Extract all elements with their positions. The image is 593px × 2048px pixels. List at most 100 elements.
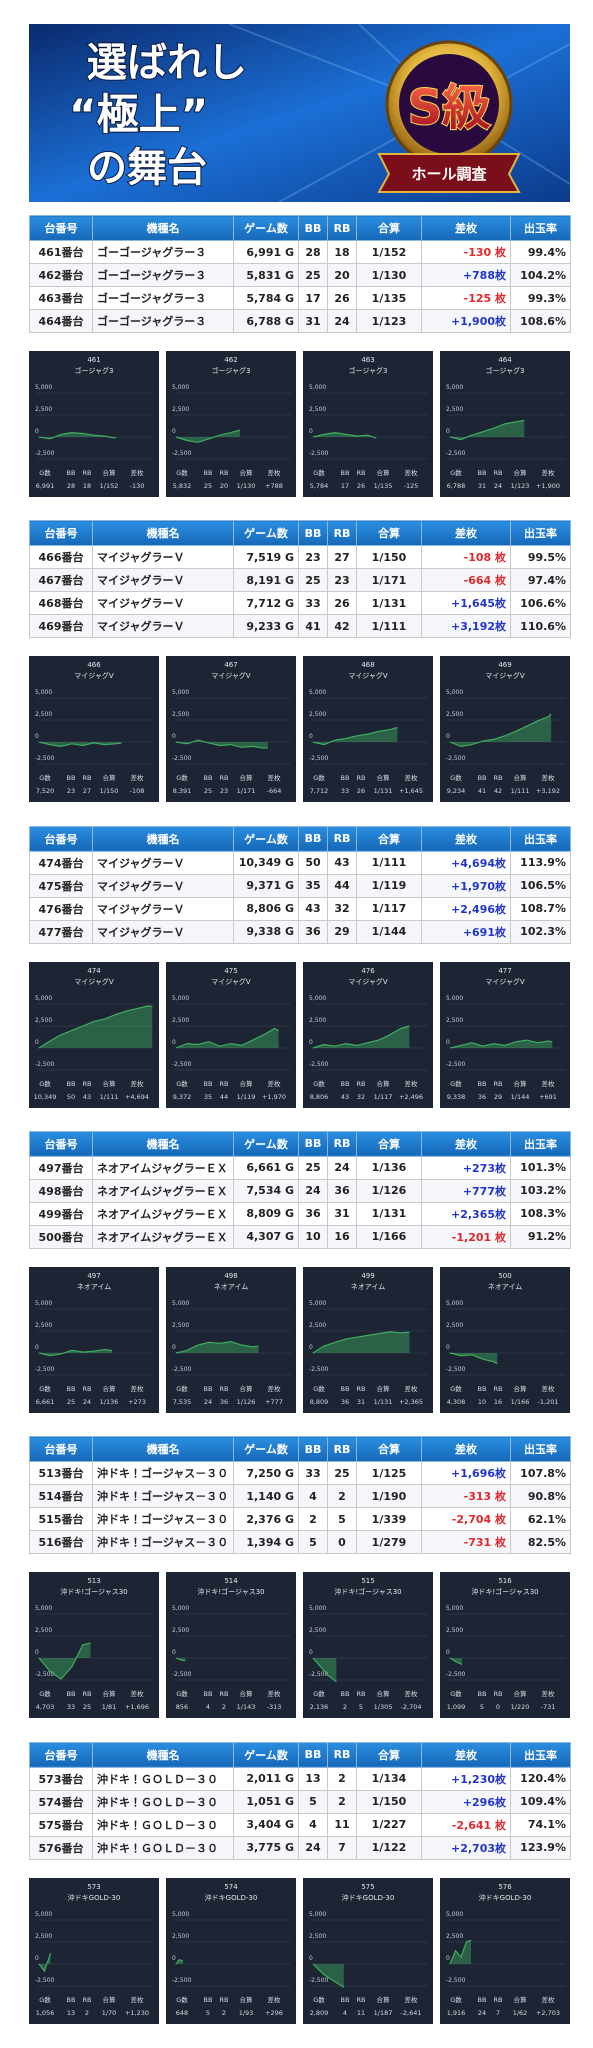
- y-tick-label: 5,000: [446, 1911, 463, 1918]
- header-cell: 差枚: [421, 215, 511, 241]
- table-cell: +691枚: [421, 919, 511, 944]
- stat-value: 1/150: [100, 787, 119, 795]
- stat-label: RB: [494, 469, 503, 477]
- stat-value: +296: [265, 2009, 283, 2017]
- table-cell: 6,661 G: [233, 1155, 299, 1180]
- header-cell: 差枚: [421, 1436, 511, 1463]
- table-cell: 82.5%: [510, 1530, 571, 1555]
- table-cell: ネオアイムジャグラーＥＸ: [92, 1224, 234, 1249]
- stat-value: 1,916: [447, 2009, 466, 2017]
- table-cell: 477番台: [29, 919, 93, 944]
- stat-value: +273: [128, 1398, 146, 1406]
- header-row: 台番号 機種名 ゲーム数 BB RB 合算 差枚 出玉率: [29, 825, 571, 852]
- y-tick-label: -2,500: [35, 1977, 55, 1984]
- header-cell: 機種名: [92, 1436, 234, 1463]
- table-row: 476番台 マイジャグラーＶ 8,806 G 43 32 1/117 +2,496枚 108.…: [29, 896, 571, 921]
- stat-label: RB: [494, 1690, 503, 1698]
- area-fill: [313, 727, 398, 745]
- stat-label: RB: [357, 1996, 366, 2004]
- stat-value: 23: [220, 787, 228, 795]
- y-tick-label: 2,500: [446, 711, 463, 718]
- stat-label: G数: [450, 468, 462, 477]
- y-tick-label: 5,000: [172, 1911, 189, 1918]
- stat-value: 5,784: [310, 482, 329, 490]
- header-cell: 合算: [356, 1130, 422, 1157]
- y-tick-label: 0: [446, 428, 450, 435]
- area-line: [449, 1039, 553, 1049]
- header-cell: 台番号: [29, 520, 93, 547]
- table-cell: 7,534 G: [233, 1178, 299, 1203]
- table-cell: 99.3%: [510, 286, 571, 310]
- header-cell: ゲーム数: [233, 825, 299, 852]
- y-tick-label: 0: [35, 1344, 39, 1351]
- table-cell: 沖ドキ！ＧＯＬＤ－３０: [92, 1835, 234, 1860]
- table-cell: ゴーゴージャグラー３: [92, 309, 234, 333]
- table-cell: 1/227: [356, 1812, 422, 1837]
- table-cell: 474番台: [29, 850, 93, 875]
- stat-label: G数: [450, 1079, 462, 1088]
- table-cell: +788枚: [421, 263, 511, 287]
- mini-chart: 576 沖ドキGOLD-30 5,000 2,500 0 -2,500 G数 BB RB 合算 差枚…: [440, 1877, 570, 2024]
- stat-label: G数: [176, 1689, 188, 1698]
- y-tick-label: 2,500: [309, 1933, 326, 1940]
- header-cell: BB: [298, 215, 328, 241]
- stat-label: BB: [67, 1385, 76, 1393]
- y-tick-label: 0: [35, 1039, 39, 1046]
- header-cell: RB: [327, 215, 357, 241]
- chart-background: [303, 656, 433, 803]
- table-row: 475番台 マイジャグラーＶ 9,371 G 35 44 1/119 +1,970枚 106.…: [29, 873, 571, 898]
- table-cell: 5,831 G: [233, 263, 299, 287]
- table-cell: 498番台: [29, 1178, 93, 1203]
- table-cell: 5,784 G: [233, 286, 299, 310]
- stat-label: RB: [220, 1690, 229, 1698]
- stat-value: 7,520: [36, 787, 55, 795]
- table-cell: +777枚: [421, 1178, 511, 1203]
- banner: 選ばれし “極上” の舞台 S級 ホール調査: [29, 24, 570, 202]
- stat-value: 1,099: [447, 1703, 466, 1711]
- table-cell: 9,233 G: [233, 614, 299, 639]
- table-cell: マイジャグラーＶ: [92, 545, 234, 570]
- y-tick-label: 0: [35, 1649, 39, 1656]
- y-tick-label: 5,000: [172, 995, 189, 1002]
- stat-value: 18: [83, 482, 91, 490]
- stat-value: -125: [404, 482, 419, 490]
- stat-label: 差枚: [405, 1079, 419, 1088]
- stat-value: 11: [357, 2009, 365, 2017]
- table-cell: ネオアイムジャグラーＥＸ: [92, 1201, 234, 1226]
- table-row: 477番台 マイジャグラーＶ 9,338 G 36 29 1/144 +691枚 102.3%: [29, 919, 571, 944]
- table-cell: 9,371 G: [233, 873, 299, 898]
- stat-value: 6,991: [36, 482, 55, 490]
- stat-value: +1,900: [536, 482, 560, 490]
- header-cell: 差枚: [421, 520, 511, 547]
- table-cell: 2,011 G: [233, 1766, 299, 1791]
- table-cell: 1/339: [356, 1507, 422, 1532]
- chart-subtitle: マイジャグV: [485, 671, 525, 680]
- table-cell: 575番台: [29, 1812, 93, 1837]
- table-cell: -664 枚: [421, 568, 511, 593]
- stat-label: BB: [67, 1996, 76, 2004]
- chart-subtitle: 沖ドキGOLD-30: [479, 1893, 532, 1902]
- stat-value: 23: [67, 787, 75, 795]
- chart-title: 476: [361, 967, 375, 975]
- chart-background: [29, 1266, 159, 1413]
- stat-value: 13: [67, 2009, 75, 2017]
- stat-value: -664: [267, 787, 282, 795]
- table-cell: 24: [327, 309, 357, 333]
- table-cell: マイジャグラーＶ: [92, 568, 234, 593]
- table-cell: 499番台: [29, 1201, 93, 1226]
- stat-label: 合算: [377, 468, 391, 477]
- mini-chart: 516 沖ドキ!ゴージャス30 5,000 2,500 0 -2,500 G数 BB RB 合算 差…: [440, 1572, 570, 1719]
- table-cell: 466番台: [29, 545, 93, 570]
- table-cell: 17: [298, 286, 328, 310]
- table-cell: 107.8%: [510, 1461, 571, 1486]
- y-tick-label: 2,500: [446, 1017, 463, 1024]
- stat-value: 8,806: [310, 1093, 329, 1101]
- stat-value: 43: [341, 1093, 349, 1101]
- table-cell: 43: [298, 896, 328, 921]
- header-row: 台番号 機種名 ゲーム数 BB RB 合算 差枚 出玉率: [29, 1741, 571, 1768]
- header-cell: 機種名: [92, 215, 234, 241]
- y-tick-label: 0: [172, 428, 176, 435]
- chart-title: 468: [361, 661, 374, 669]
- stat-value: 1/117: [374, 1093, 393, 1101]
- table-row: 466番台 マイジャグラーＶ 7,519 G 23 27 1/150 -108 枚 99.5%: [29, 545, 571, 570]
